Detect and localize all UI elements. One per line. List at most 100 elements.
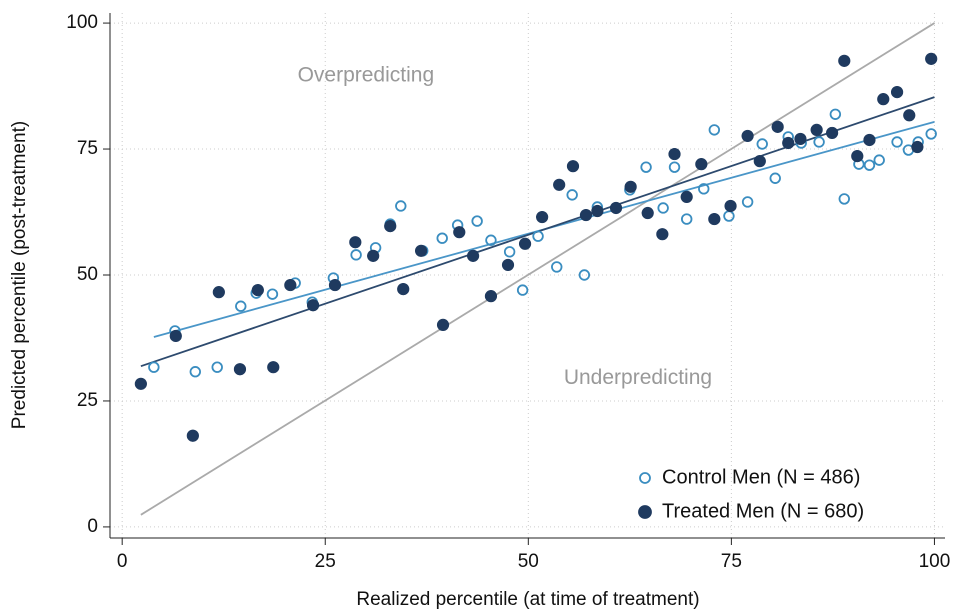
point bbox=[186, 429, 199, 442]
point bbox=[656, 228, 669, 241]
point bbox=[891, 136, 903, 148]
point bbox=[503, 246, 516, 258]
annotation: Underpredicting bbox=[564, 366, 712, 389]
point bbox=[851, 149, 864, 163]
point bbox=[532, 230, 544, 242]
y-tick-label: 25 bbox=[77, 390, 98, 411]
point bbox=[134, 377, 147, 390]
x-tick-label: 0 bbox=[117, 551, 128, 572]
point bbox=[501, 258, 515, 272]
point bbox=[189, 366, 201, 378]
point bbox=[350, 249, 362, 261]
point bbox=[551, 261, 563, 273]
point bbox=[436, 318, 450, 331]
point bbox=[453, 226, 466, 239]
point bbox=[756, 138, 768, 150]
point bbox=[516, 284, 529, 296]
point bbox=[212, 286, 225, 299]
y-tick-label: 0 bbox=[87, 516, 98, 537]
point bbox=[233, 363, 247, 376]
point bbox=[769, 172, 781, 184]
point bbox=[782, 136, 795, 150]
point bbox=[466, 249, 480, 262]
annotation: Overpredicting bbox=[298, 64, 435, 87]
point bbox=[591, 204, 604, 218]
point bbox=[328, 278, 342, 292]
point bbox=[349, 236, 362, 249]
point bbox=[813, 136, 825, 148]
y-tick-label: 50 bbox=[77, 264, 98, 285]
point bbox=[825, 126, 839, 140]
point bbox=[211, 361, 223, 373]
point bbox=[306, 299, 320, 312]
point bbox=[579, 208, 593, 222]
point bbox=[251, 284, 264, 297]
point bbox=[668, 147, 681, 161]
point bbox=[414, 244, 428, 257]
point bbox=[873, 154, 885, 166]
reference-line bbox=[140, 22, 935, 516]
point bbox=[829, 108, 842, 120]
point bbox=[397, 283, 410, 296]
point bbox=[536, 210, 549, 224]
y-tick-label: 100 bbox=[66, 12, 98, 33]
point bbox=[724, 199, 737, 213]
point bbox=[624, 180, 637, 193]
legend-label: Control Men (N = 486) bbox=[662, 466, 860, 488]
x-axis-label: Realized percentile (at time of treatmen… bbox=[356, 589, 699, 610]
x-tick-label: 75 bbox=[721, 551, 742, 572]
point bbox=[384, 220, 397, 233]
x-tick-label: 25 bbox=[315, 551, 336, 572]
point bbox=[518, 237, 532, 250]
point bbox=[925, 52, 938, 65]
point bbox=[367, 249, 380, 262]
point bbox=[680, 190, 693, 204]
point bbox=[771, 120, 784, 133]
point bbox=[708, 124, 721, 136]
y-axis-label: Predicted percentile (post-treatment) bbox=[9, 121, 30, 429]
y-tick-label: 75 bbox=[77, 138, 98, 159]
point bbox=[578, 269, 591, 281]
point bbox=[708, 212, 721, 226]
legend-marker bbox=[639, 472, 651, 484]
point bbox=[267, 361, 280, 374]
point bbox=[863, 159, 876, 171]
x-tick-label: 100 bbox=[919, 551, 951, 572]
point bbox=[148, 361, 160, 373]
point bbox=[903, 109, 916, 122]
point bbox=[609, 201, 623, 215]
point bbox=[566, 189, 578, 201]
point bbox=[698, 183, 710, 195]
legend-marker bbox=[638, 505, 652, 519]
point bbox=[863, 133, 876, 147]
point bbox=[235, 300, 247, 312]
point bbox=[838, 193, 850, 205]
point bbox=[485, 234, 497, 246]
point bbox=[877, 93, 890, 106]
point bbox=[657, 202, 669, 214]
point bbox=[890, 86, 904, 99]
point bbox=[911, 140, 924, 154]
point bbox=[741, 129, 754, 143]
point bbox=[641, 206, 654, 220]
point bbox=[723, 210, 735, 222]
point bbox=[668, 161, 681, 173]
point bbox=[794, 132, 807, 146]
legend-label: Treated Men (N = 680) bbox=[662, 500, 864, 522]
point bbox=[395, 200, 407, 212]
point bbox=[810, 123, 823, 136]
point bbox=[838, 54, 851, 67]
point bbox=[695, 158, 708, 171]
point bbox=[484, 290, 498, 303]
point bbox=[925, 128, 937, 140]
point bbox=[566, 160, 580, 173]
point bbox=[284, 278, 297, 292]
point bbox=[741, 196, 754, 208]
point bbox=[681, 213, 693, 225]
point bbox=[640, 161, 652, 173]
point bbox=[436, 232, 448, 244]
point bbox=[169, 329, 182, 343]
point bbox=[471, 215, 483, 227]
point bbox=[266, 288, 279, 300]
